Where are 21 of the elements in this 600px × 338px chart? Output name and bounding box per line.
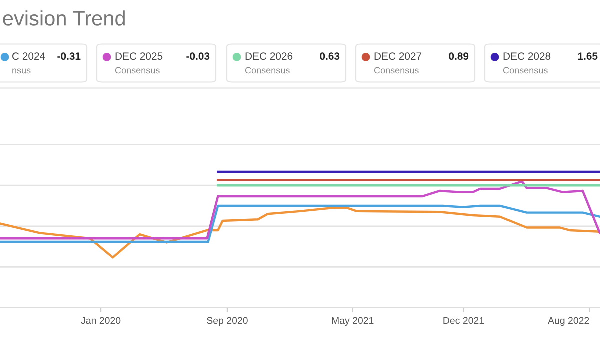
text: Consensus (245, 67, 290, 74)
text: -0.03 (186, 52, 210, 60)
x-tick-label: Sep 2020 (207, 317, 248, 326)
chart-title: evision Trend (3, 10, 125, 26)
legend-label: C 2024 (12, 52, 46, 60)
text: Consensus (374, 67, 419, 74)
legend-label: DEC 2027 (374, 52, 422, 60)
text: 1.65 (578, 52, 598, 60)
x-tick-label: Dec 2021 (444, 317, 484, 324)
text: 0.89 (449, 52, 469, 60)
x-tick-label: Jan 2020 (81, 317, 121, 324)
legend-label: DEC 2026 (246, 52, 293, 60)
legend-label: DEC 2028 (504, 52, 551, 60)
text: -0.31 (58, 52, 81, 60)
text: Consensus (115, 67, 160, 74)
x-tick-label: Aug 2022 (548, 317, 590, 326)
x-tick-label: May 2021 (332, 317, 374, 326)
text: 0.63 (320, 52, 340, 60)
text: nsus (12, 68, 31, 74)
legend-label: DEC 2025 (116, 52, 163, 60)
text: Consensus (503, 67, 548, 74)
